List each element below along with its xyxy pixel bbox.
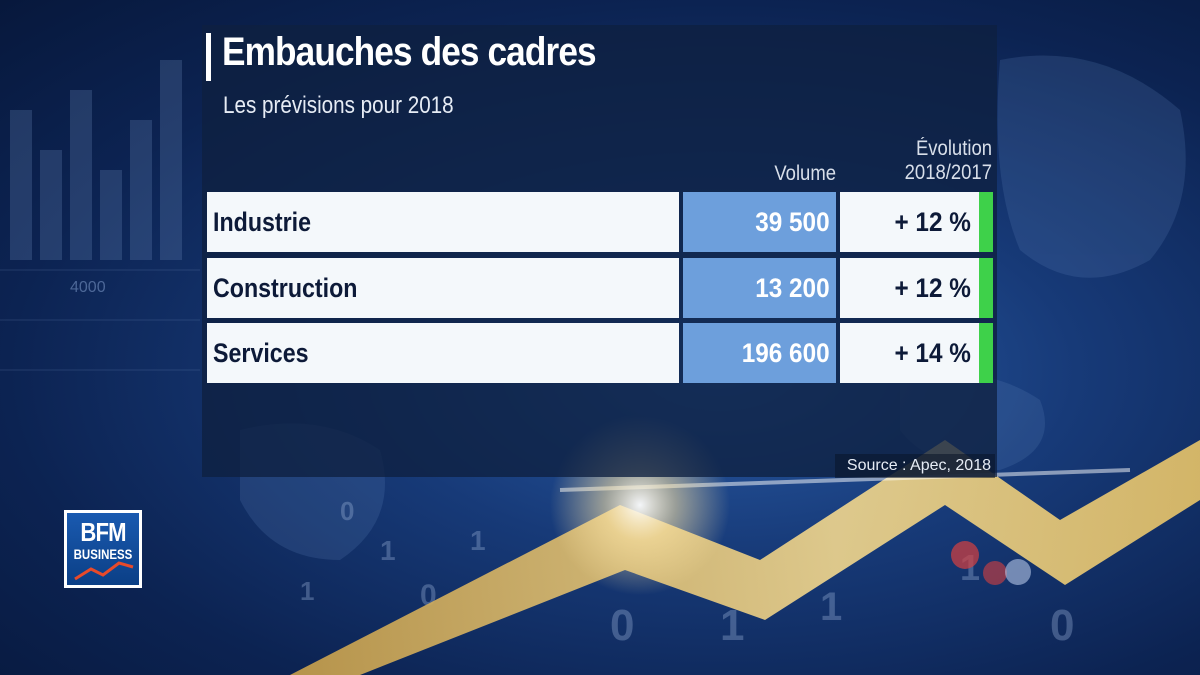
column-header-evolution-line2: 2018/2017 [904,161,992,184]
volume-value: 13 200 [755,273,830,303]
sector-cell: Industrie [207,192,679,252]
svg-text:1: 1 [820,585,842,629]
ticker-label: 4000 [70,279,106,296]
evolution-cell: + 12 % [840,192,979,252]
svg-text:1: 1 [300,576,314,606]
column-header-volume: Volume [774,162,836,185]
table-row: Industrie 39 500 + 12 % [207,192,993,252]
volume-value: 196 600 [742,338,830,368]
sector-cell: Construction [207,258,679,318]
logo-text-bfm: BFM [80,517,126,547]
growth-indicator [979,258,993,318]
evolution-cell: + 12 % [840,258,979,318]
title-accent-bar [206,33,211,81]
sector-label: Industrie [213,207,312,237]
growth-indicator [979,323,993,383]
svg-text:0: 0 [610,601,634,650]
logo-text-business: BUSINESS [73,546,133,562]
sector-cell: Services [207,323,679,383]
column-header-evolution-line1: Évolution [915,137,992,160]
evolution-value: + 14 % [894,338,971,368]
table-row: Construction 13 200 + 12 % [207,258,993,318]
evolution-value: + 12 % [894,207,971,237]
page-title: Embauches des cadres [222,30,597,74]
svg-text:1: 1 [380,535,396,566]
sector-label: Services [213,338,309,368]
growth-indicator [979,192,993,252]
evolution-cell: + 14 % [840,323,979,383]
volume-value: 39 500 [755,207,830,237]
svg-text:1: 1 [470,525,486,556]
volume-cell: 13 200 [683,258,836,318]
logo-trend-icon [74,561,134,581]
volume-cell: 196 600 [683,323,836,383]
volume-cell: 39 500 [683,192,836,252]
evolution-value: + 12 % [894,273,971,303]
page-subtitle: Les prévisions pour 2018 [223,92,454,119]
sector-label: Construction [213,273,358,303]
bfm-business-logo: BFM BUSINESS [64,510,142,588]
source-caption: Source : Apec, 2018 [835,454,995,478]
table-row: Services 196 600 + 14 % [207,323,993,383]
svg-text:0: 0 [1050,601,1074,650]
svg-text:0: 0 [340,496,354,526]
column-header-evolution: Évolution 2018/2017 [858,137,992,185]
logo-background: BFM BUSINESS [67,513,139,585]
